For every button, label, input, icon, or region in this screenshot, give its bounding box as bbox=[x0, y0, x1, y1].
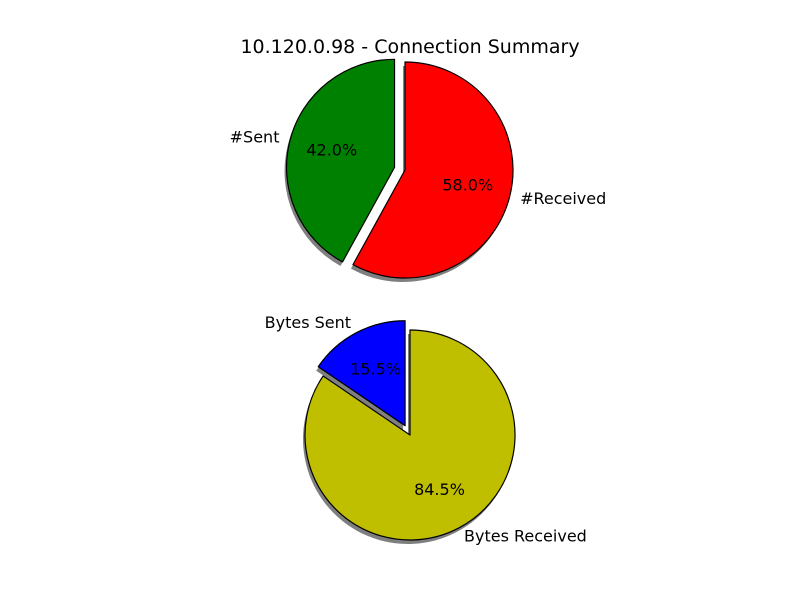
slice-label-sent: #Sent bbox=[230, 127, 280, 146]
wedge-received bbox=[352, 61, 514, 279]
slice-percent-bytes-sent: 15.5% bbox=[350, 360, 401, 379]
wedge-bytes-sent bbox=[317, 320, 406, 427]
slice-label-bytes-sent: Bytes Sent bbox=[265, 313, 351, 332]
slice-percent-sent: 42.0% bbox=[306, 141, 357, 160]
wedge-sent bbox=[285, 58, 396, 263]
wedge-bytes-received bbox=[304, 329, 516, 541]
bytes-pie: Bytes Sent 15.5% Bytes Received 84.5% bbox=[265, 313, 587, 545]
slice-percent-bytes-received: 84.5% bbox=[414, 480, 465, 499]
slice-label-received: #Received bbox=[520, 189, 606, 208]
slice-percent-received: 58.0% bbox=[442, 176, 493, 195]
connections-pie: #Sent 42.0% #Received 58.0% bbox=[230, 58, 606, 282]
slice-label-bytes-received: Bytes Received bbox=[464, 527, 587, 546]
figure-title: 10.120.0.98 - Connection Summary bbox=[240, 36, 579, 58]
